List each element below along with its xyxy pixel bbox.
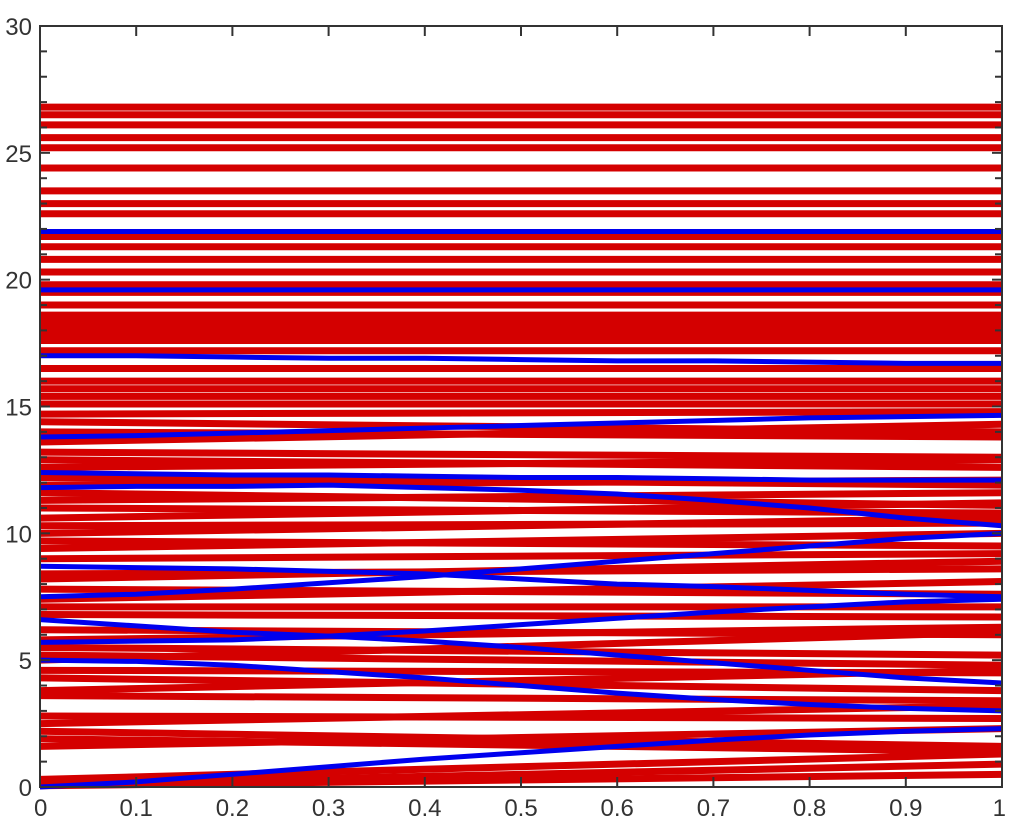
red-series-line-46 <box>39 550 1003 563</box>
red-series-line-52 <box>39 611 1003 621</box>
y-tick-label-0: 0 <box>19 775 32 802</box>
blue-series-line-3 <box>40 353 1002 366</box>
red-series-line-55 <box>39 643 1003 659</box>
y-tick-label-5: 25 <box>5 141 32 168</box>
blue-series-line-10 <box>39 657 1003 714</box>
y-tick-label-4: 20 <box>5 268 32 295</box>
blue-series-line-11 <box>39 596 1003 645</box>
x-tick-label-8: 0.8 <box>793 795 826 822</box>
red-series-line-33 <box>39 448 1003 461</box>
x-tick-label-4: 0.4 <box>408 795 441 822</box>
plot-lines <box>39 103 1003 790</box>
y-tick-label-3: 15 <box>5 395 32 422</box>
red-series-line-63 <box>39 702 1003 728</box>
x-tick-label-9: 0.9 <box>889 795 922 822</box>
x-tick-label-7: 0.7 <box>697 795 730 822</box>
red-series-line-45 <box>39 529 1003 553</box>
y-tick-label-6: 30 <box>5 14 32 41</box>
red-series-line-50 <box>39 578 1003 603</box>
red-series-line-32 <box>39 420 1003 446</box>
red-series-line-43 <box>39 514 1003 537</box>
red-series-line-41 <box>39 499 1003 522</box>
axis-ticks <box>39 25 1003 788</box>
x-tick-label-3: 0.3 <box>312 795 345 822</box>
blue-series-line-4 <box>39 412 1003 440</box>
y-tick-label-2: 10 <box>5 521 32 548</box>
blue-series-line-7 <box>39 563 1003 600</box>
x-tick-label-2: 0.2 <box>216 795 249 822</box>
x-tick-label-0: 0 <box>34 795 47 822</box>
x-tick-label-6: 0.6 <box>601 795 634 822</box>
blue-series-line-5 <box>39 469 1002 483</box>
red-series-line-39 <box>39 489 1003 504</box>
red-series-line-35 <box>39 456 1003 471</box>
red-series-line-61 <box>39 692 1003 705</box>
x-tick-label-10: 1 <box>993 795 1006 822</box>
blue-series-line-9 <box>39 617 1003 686</box>
x-tick-label-1: 0.1 <box>120 795 153 822</box>
y-tick-label-1: 5 <box>19 648 32 675</box>
axis-tick-labels: 0 0.1 0.2 0.3 0.4 0.5 0.6 0.7 0.8 0.9 105101520253… <box>5 14 1006 822</box>
blue-series-line-8 <box>39 530 1003 600</box>
blue-series-line-6 <box>39 482 1003 529</box>
x-tick-label-5: 0.5 <box>504 795 537 822</box>
blue-series-line-12 <box>39 726 1003 790</box>
red-series-line-54 <box>39 623 1003 644</box>
red-series-line-29 <box>39 408 1003 418</box>
